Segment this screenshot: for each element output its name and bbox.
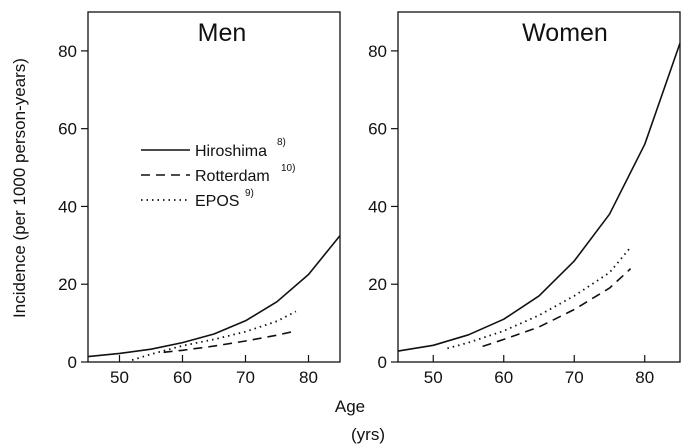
x-tick-label: 70	[565, 368, 584, 387]
x-tick-label: 60	[173, 368, 192, 387]
series-line-rotterdam-women	[482, 268, 632, 348]
series-lines-women	[397, 42, 681, 352]
x-tick-label: 60	[494, 368, 513, 387]
y-tick-label: 0	[378, 353, 387, 372]
y-tick-label: 60	[58, 120, 77, 139]
y-tick-label: 0	[68, 353, 77, 372]
y-tick-label: 20	[58, 275, 77, 294]
x-tick-label: 50	[424, 368, 443, 387]
axis-ticks-men: 50 60 70 80 0 20 40 60 80	[58, 42, 318, 387]
panel-men: Men 50 60 70 80 0 20 40 60 80 Hiroshima 8) Rotte…	[58, 11, 341, 387]
axis-ticks-women: 50 60 70 80 0 20 40 60 80	[368, 42, 654, 387]
y-tick-label: 40	[58, 197, 77, 216]
x-tick-label: 80	[635, 368, 654, 387]
chart-title-men: Men	[198, 19, 247, 47]
y-tick-label: 60	[368, 120, 387, 139]
chart-title-women: Women	[522, 19, 608, 47]
legend-label-epos: EPOS	[195, 193, 239, 210]
legend-label-rotterdam: Rotterdam	[195, 168, 270, 185]
series-line-hiroshima-women	[397, 42, 681, 352]
legend-ref-rotterdam: 10)	[281, 163, 295, 174]
series-line-hiroshima-men	[87, 235, 341, 358]
series-lines-men	[87, 235, 341, 361]
legend-ref-epos: 9)	[245, 188, 254, 199]
plot-frame-men	[87, 11, 341, 363]
series-line-epos-women	[447, 246, 632, 350]
y-tick-label: 80	[58, 42, 77, 61]
y-tick-label: 20	[368, 275, 387, 294]
series-line-rotterdam-men	[163, 330, 297, 354]
panel-women: Women 50 60 70 80 0 20 40 60 80	[368, 11, 681, 387]
x-tick-label: 70	[236, 368, 255, 387]
legend-label-hiroshima: Hiroshima	[195, 143, 267, 160]
plot-frame-women	[397, 11, 681, 363]
y-tick-label: 80	[368, 42, 387, 61]
y-axis-label: Incidence (per 1000 person-years)	[10, 58, 29, 318]
legend: Hiroshima 8) Rotterdam 10) EPOS 9)	[141, 137, 295, 210]
x-axis-unit: (yrs)	[351, 425, 385, 444]
legend-ref-hiroshima: 8)	[277, 137, 286, 148]
x-tick-label: 50	[110, 368, 129, 387]
y-tick-label: 40	[368, 197, 387, 216]
x-axis-label: Age	[335, 397, 365, 416]
x-tick-label: 80	[299, 368, 318, 387]
